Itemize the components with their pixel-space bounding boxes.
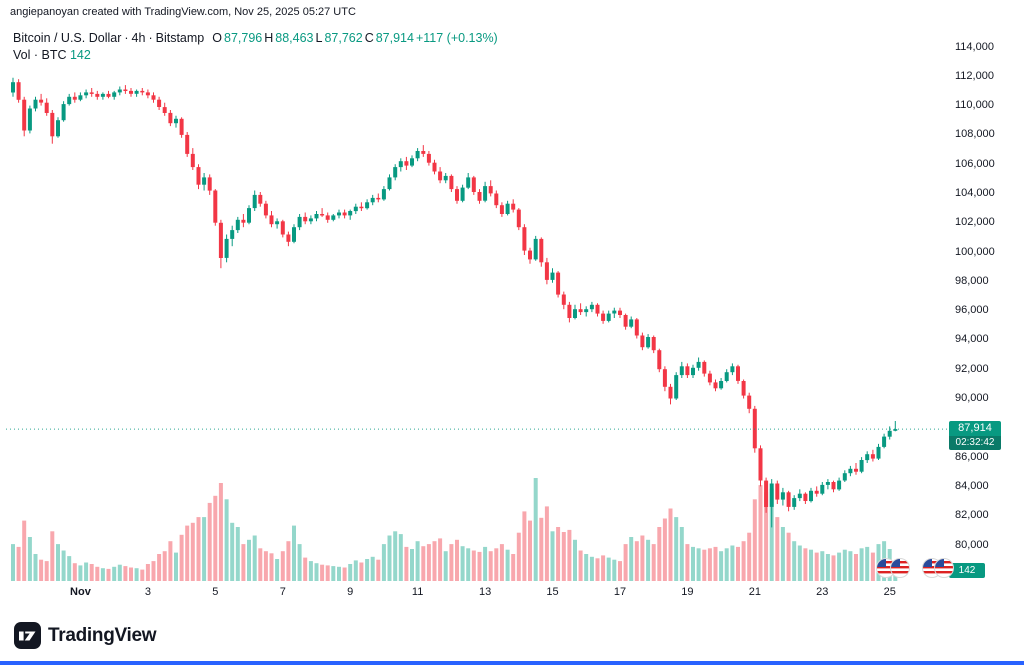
candles-layer [11, 77, 898, 528]
price-axis-label: 86,000 [955, 450, 989, 463]
time-axis-label: 13 [478, 586, 492, 598]
price-axis-label: 112,000 [955, 69, 994, 82]
price-axis-label: 90,000 [955, 392, 989, 405]
price-axis-label: 94,000 [955, 333, 989, 346]
high-value: 88,463 [275, 31, 314, 45]
price-axis-label: 102,000 [955, 216, 995, 229]
low-label: L [315, 31, 323, 45]
symbol-name[interactable]: Bitcoin / U.S. Dollar [13, 31, 122, 45]
price-axis-label: 96,000 [955, 304, 989, 317]
low-value: 87,762 [324, 31, 363, 45]
interval-label[interactable]: 4h [131, 31, 146, 45]
time-axis-label: 9 [347, 586, 354, 598]
close-label: C [364, 31, 374, 45]
volume-layer [11, 478, 898, 581]
time-axis-label: 11 [411, 586, 424, 598]
volume-label: Vol · BTC [13, 48, 67, 62]
time-axis-label: 19 [681, 586, 694, 598]
time-axis-label: 25 [883, 586, 896, 598]
us-flag-event-icon[interactable] [876, 558, 896, 578]
close-value: 87,914 [375, 31, 414, 45]
time-axis-label: Nov [70, 586, 91, 598]
price-axis[interactable]: 114,000 112,000 110,000 108,000 106,000 104,0… [955, 0, 1024, 600]
time-axis-label: 3 [144, 586, 151, 598]
open-label: O [212, 31, 222, 45]
high-label: H [264, 31, 274, 45]
price-axis-label: 100,000 [955, 245, 995, 258]
time-axis[interactable]: Nov 3 5 7 9 11 13 15 17 19 21 23 25 [0, 586, 950, 602]
us-flag-event-icon[interactable] [934, 558, 954, 578]
price-axis-label: 98,000 [955, 274, 989, 287]
price-axis-label: 104,000 [955, 186, 995, 199]
time-axis-label: 21 [748, 586, 761, 598]
last-volume-badge: 142 [949, 563, 985, 578]
price-axis-label: 110,000 [955, 99, 994, 112]
price-axis-label: 114,000 [955, 40, 994, 53]
exchange-label: Bitstamp [155, 31, 205, 45]
price-axis-label: 106,000 [955, 157, 995, 170]
tradingview-logo[interactable]: TradingView [14, 622, 157, 649]
us-flag-event-icon[interactable] [890, 558, 910, 578]
legend-separator: · [124, 31, 129, 45]
time-axis-label: 5 [212, 586, 219, 598]
tradingview-logo-text: TradingView [48, 624, 157, 646]
time-axis-label: 23 [816, 586, 829, 598]
time-axis-label: 15 [546, 586, 559, 598]
time-axis-label: 7 [279, 586, 286, 598]
volume-value: 142 [69, 48, 91, 62]
bottom-accent-bar [0, 661, 1024, 665]
ohlc-values: O 87,796 H 88,463 L 87,762 C 87,914 +117 (+0.13%… [212, 31, 499, 45]
price-axis-label: 82,000 [955, 509, 989, 522]
tradingview-logo-icon [14, 622, 41, 649]
price-axis-label: 84,000 [955, 479, 989, 492]
open-value: 87,796 [224, 31, 263, 45]
price-axis-label: 80,000 [955, 538, 989, 551]
time-axis-label: 17 [613, 586, 627, 598]
event-markers-row [0, 556, 1024, 578]
legend-separator: · [148, 31, 153, 45]
last-price-badge: 87,914 02:32:42 [949, 421, 1001, 450]
last-price-value: 87,914 [949, 421, 1001, 436]
change-value: +117 (+0.13%) [415, 31, 498, 45]
price-axis-label: 108,000 [955, 128, 995, 141]
bar-countdown: 02:32:42 [949, 436, 1001, 450]
price-axis-label: 92,000 [955, 362, 989, 375]
chart-legend[interactable]: Bitcoin / U.S. Dollar · 4h · Bitstamp O 87,796… [13, 31, 500, 45]
volume-legend[interactable]: Vol · BTC 142 [13, 48, 91, 62]
attribution-text: angiepanoyan created with TradingView.co… [10, 6, 356, 18]
